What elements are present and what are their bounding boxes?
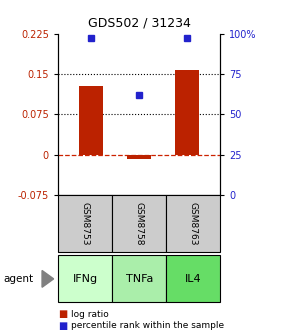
Text: ■: ■ bbox=[58, 309, 67, 319]
Text: percentile rank within the sample: percentile rank within the sample bbox=[71, 322, 224, 330]
Text: log ratio: log ratio bbox=[71, 310, 109, 319]
Text: ■: ■ bbox=[58, 321, 67, 331]
Bar bbox=[127, 155, 151, 159]
Text: agent: agent bbox=[3, 274, 33, 284]
Text: TNFa: TNFa bbox=[126, 274, 153, 284]
Text: GSM8758: GSM8758 bbox=[135, 202, 144, 245]
Text: GSM8763: GSM8763 bbox=[189, 202, 198, 245]
Polygon shape bbox=[42, 270, 54, 287]
Bar bbox=[175, 70, 199, 155]
Title: GDS502 / 31234: GDS502 / 31234 bbox=[88, 17, 191, 30]
Bar bbox=[79, 86, 103, 155]
Text: GSM8753: GSM8753 bbox=[81, 202, 90, 245]
Text: IFNg: IFNg bbox=[72, 274, 98, 284]
Text: IL4: IL4 bbox=[185, 274, 202, 284]
